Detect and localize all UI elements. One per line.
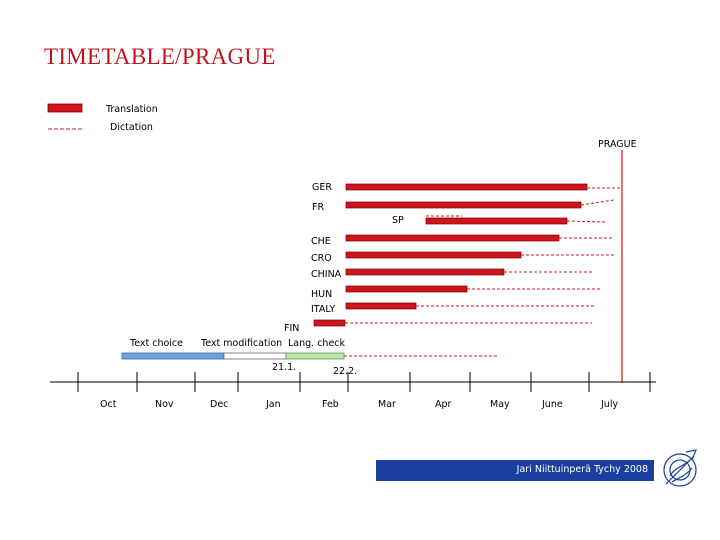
translation-bar-fr [345, 201, 582, 209]
month-label-may: May [490, 399, 510, 410]
emblem-logo [663, 449, 697, 487]
footer-bar: Jari Niittuinperä Tychy 2008 [376, 460, 654, 481]
month-label-oct: Oct [100, 399, 117, 410]
legend-translation-label: Translation [106, 104, 158, 115]
page-title: TIMETABLE/PRAGUE [44, 44, 276, 69]
footer-credit: Jari Niittuinperä Tychy 2008 [516, 464, 648, 475]
month-label-feb: Feb [322, 399, 339, 410]
translation-bar-ger [345, 183, 588, 191]
language-label-sp: SP [392, 215, 404, 226]
phase-label-text-modification: Text modification [201, 338, 283, 349]
language-label-fr: FR [312, 202, 325, 213]
translation-bar-hun [345, 285, 468, 293]
time-axis-ticks [77, 372, 651, 392]
phase-bar-text-modification [223, 352, 287, 360]
language-label-ger: GER [312, 182, 332, 193]
month-label-july: July [601, 399, 619, 410]
month-label-mar: Mar [378, 399, 396, 410]
date-label-start: 21.1. [272, 362, 297, 373]
phase-bar-lang-check [285, 352, 345, 360]
translation-bar-sp [425, 217, 568, 225]
translation-bar-cro [345, 251, 522, 259]
dictation-line-sp [566, 220, 607, 223]
phase-bar-text-choice [121, 352, 225, 360]
month-label-june: June [542, 399, 563, 410]
translation-bar-italy [345, 302, 417, 310]
language-label-cro: CRO [311, 253, 332, 264]
translation-bar-che [345, 234, 560, 242]
prague-deadline-label: PRAGUE [598, 139, 637, 150]
phase-label-lang-check: Lang. check [288, 338, 346, 349]
language-label-china: CHINA [311, 269, 342, 280]
month-label-jan: Jan [266, 399, 281, 410]
language-label-che: CHE [311, 236, 331, 247]
language-label-hun: HUN [311, 289, 333, 300]
date-label-end: 22.2. [333, 366, 358, 377]
month-label-dec: Dec [210, 399, 229, 410]
month-label-nov: Nov [155, 399, 174, 410]
language-label-italy: ITALY [311, 304, 336, 315]
legend-dictation-label: Dictation [110, 122, 153, 133]
translation-bar-china [345, 268, 505, 276]
month-label-apr: Apr [435, 399, 452, 410]
legend-translation-swatch [47, 103, 83, 113]
phase-label-text-choice: Text choice [130, 338, 183, 349]
language-label-fin: FIN [284, 323, 300, 334]
dictation-line-fr [580, 199, 615, 206]
translation-bar-fin [313, 319, 346, 327]
